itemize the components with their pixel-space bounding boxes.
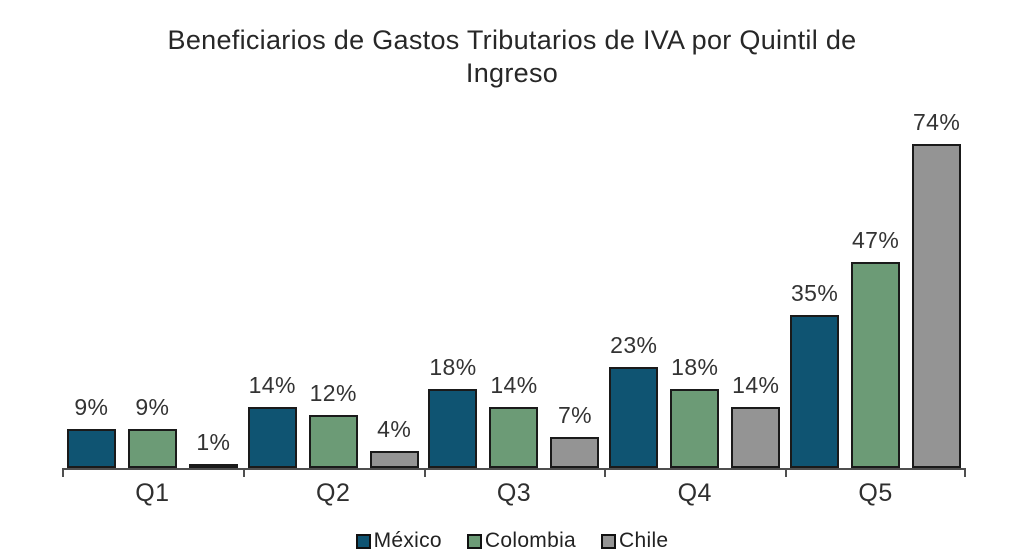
bar-value-label: 74% (912, 109, 961, 136)
bar-value-label: 7% (557, 402, 592, 429)
legend-swatch-chile (601, 533, 617, 549)
bar-chile (188, 463, 238, 468)
bar-group-q1: 9% 9% 1% (62, 98, 243, 468)
legend-swatch-mexico (355, 533, 371, 549)
bar-chile (369, 450, 419, 468)
x-tick-label-q3: Q3 (496, 479, 532, 507)
x-axis-line (62, 468, 966, 470)
x-tick-label-q4: Q4 (677, 479, 712, 507)
bar-cell: 18% (428, 354, 478, 468)
bar-chile (550, 437, 600, 468)
bar-mexico (247, 406, 297, 468)
x-axis-tick (964, 468, 966, 477)
bar-group-q2: 14% 12% 4% (243, 98, 424, 468)
bar-chile (912, 144, 962, 468)
bar-cell: 18% (670, 354, 720, 468)
bar-cell: 14% (247, 371, 297, 468)
bar-value-label: 9% (135, 393, 170, 420)
bar-cell: 9% (127, 393, 177, 468)
bar-cell: 14% (489, 371, 539, 468)
x-axis-labels: Q1 Q2 Q3 Q4 Q5 (62, 479, 966, 508)
bar-cell: 7% (550, 402, 600, 468)
bar-chile (731, 406, 781, 468)
bar-value-label: 23% (610, 332, 658, 359)
bar-colombia (851, 262, 901, 468)
bar-value-label: 4% (377, 415, 412, 442)
x-axis-tick (785, 468, 788, 477)
bar-colombia (670, 389, 720, 468)
x-axis-tick (62, 468, 64, 477)
legend-label-mexico: México (373, 529, 442, 552)
chart-title: Beneficiarios de Gastos Tributarios de I… (167, 25, 857, 88)
bar-cell: 12% (308, 380, 358, 468)
x-axis-tick (604, 468, 607, 477)
bar-mexico (66, 428, 116, 468)
bar-colombia (489, 406, 539, 468)
x-axis-tick (242, 468, 245, 477)
legend-label-chile: Chile (619, 529, 669, 552)
bar-value-label: 35% (790, 279, 839, 306)
bar-value-label: 14% (248, 371, 296, 398)
bar-value-label: 18% (671, 354, 719, 381)
bar-value-label: 12% (309, 380, 357, 407)
x-axis-tick (423, 468, 426, 477)
legend: México Colombia Chile (0, 529, 1024, 553)
bar-value-label: 1% (196, 428, 231, 455)
x-axis-ticks (62, 468, 966, 478)
bar-mexico (609, 367, 659, 468)
bar-cell: 47% (851, 227, 901, 468)
bar-cell: 1% (188, 428, 238, 468)
legend-label-colombia: Colombia (484, 529, 577, 552)
bar-cell: 4% (369, 415, 419, 468)
bar-value-label: 47% (851, 227, 900, 254)
legend-swatch-colombia (466, 533, 482, 549)
bar-cell: 23% (609, 332, 659, 468)
bar-group-q3: 18% 14% 7% (424, 98, 605, 468)
x-tick-label-q2: Q2 (316, 479, 351, 507)
bar-value-label: 9% (74, 393, 109, 420)
legend-item-colombia: Colombia (466, 529, 577, 553)
bar-cell: 74% (912, 109, 962, 468)
legend-item-chile: Chile (601, 529, 668, 553)
bar-cell: 9% (66, 393, 116, 468)
x-tick-label-q1: Q1 (135, 479, 170, 507)
bar-cell: 35% (790, 279, 840, 468)
bar-cell: 14% (731, 371, 781, 468)
bar-group-q4: 23% 18% 14% (604, 98, 785, 468)
x-tick-label-q5: Q5 (858, 479, 893, 507)
bar-mexico (790, 314, 840, 468)
bar-colombia (127, 428, 177, 468)
bar-colombia (308, 415, 358, 468)
bar-group-q5: 35% 47% 74% (785, 98, 966, 468)
plot-area: 9% 9% 1% 14% 12% 4% 18% 14% 7% 23% 18% 14% 35% 47% 74% (62, 98, 966, 468)
legend-item-mexico: México (355, 529, 442, 553)
bar-mexico (428, 389, 478, 468)
bar-value-label: 18% (429, 354, 477, 381)
bar-value-label: 14% (490, 371, 538, 398)
bar-value-label: 14% (732, 371, 780, 398)
